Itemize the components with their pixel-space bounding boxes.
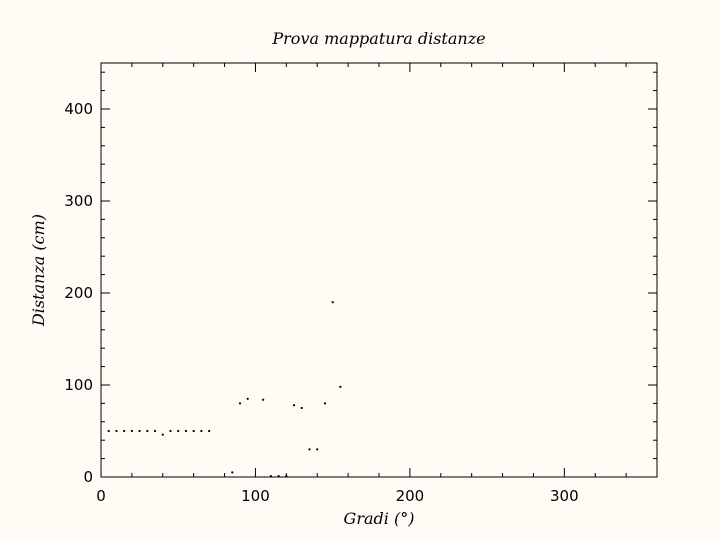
data-point bbox=[246, 397, 249, 400]
data-point bbox=[316, 448, 319, 451]
x-tick-label: 100 bbox=[241, 487, 270, 505]
data-point bbox=[184, 429, 188, 433]
chart-title: Prova mappatura distanze bbox=[271, 29, 485, 48]
x-tick-label: 0 bbox=[96, 487, 106, 505]
data-point bbox=[200, 429, 203, 433]
data-point bbox=[115, 429, 118, 433]
data-point bbox=[107, 429, 110, 433]
data-point bbox=[169, 429, 172, 433]
data-point bbox=[177, 429, 180, 433]
y-tick-label: 0 bbox=[83, 468, 93, 486]
data-point bbox=[262, 398, 265, 401]
plot-frame bbox=[100, 62, 658, 478]
data-point bbox=[153, 429, 157, 433]
data-point bbox=[269, 474, 272, 478]
major-ticks bbox=[100, 63, 657, 478]
data-point bbox=[308, 448, 311, 451]
data-point bbox=[208, 429, 211, 433]
data-point bbox=[238, 402, 242, 405]
data-point bbox=[323, 402, 327, 405]
y-tick-label: 200 bbox=[64, 284, 93, 302]
x-axis-label: Gradi (°) bbox=[344, 509, 415, 528]
x-tick-label: 300 bbox=[550, 487, 579, 505]
data-point bbox=[161, 433, 164, 436]
data-point bbox=[231, 471, 234, 474]
y-tick-labels: 0 100 200 300 400 bbox=[64, 100, 93, 486]
data-point bbox=[300, 406, 303, 410]
y-tick-label: 400 bbox=[64, 100, 93, 118]
y-axis-label: Distanza (cm) bbox=[29, 214, 48, 327]
y-tick-label: 100 bbox=[64, 376, 93, 394]
minor-ticks bbox=[101, 63, 658, 477]
data-point bbox=[339, 385, 342, 388]
data-point bbox=[285, 474, 288, 478]
data-point bbox=[192, 429, 195, 433]
x-tick-labels: 0 100 200 300 bbox=[96, 487, 578, 505]
data-point bbox=[130, 429, 133, 433]
data-point bbox=[277, 474, 280, 478]
data-point bbox=[146, 429, 149, 433]
data-point bbox=[292, 404, 296, 407]
data-points bbox=[107, 301, 342, 478]
data-point bbox=[138, 429, 141, 433]
y-tick-label: 300 bbox=[64, 192, 93, 210]
x-tick-label: 200 bbox=[396, 487, 425, 505]
data-point bbox=[331, 301, 334, 304]
data-point bbox=[123, 429, 126, 433]
